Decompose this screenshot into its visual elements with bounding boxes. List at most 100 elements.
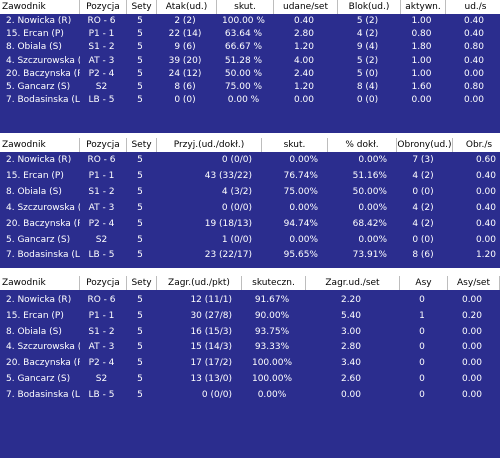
column-header[interactable]: udane/set <box>274 0 338 14</box>
table-row[interactable]: 8. Obiala (S) S1 - 2 5 16 (15/3) 93.75% 3.00 0… <box>0 326 500 339</box>
column-header[interactable]: ud./s <box>446 0 500 14</box>
column-header[interactable]: Zawodnik <box>2 0 80 14</box>
player-name: 20. Baczynska (P) <box>6 68 80 79</box>
stat-cell: 5 <box>137 95 143 106</box>
stat-cell: 100.00% <box>251 374 293 384</box>
column-header[interactable]: skut. <box>262 138 328 152</box>
stat-cell: 5.40 <box>340 310 362 321</box>
player-name: 2. Nowicka (R) <box>6 295 72 305</box>
column-header[interactable]: Pozycja <box>80 276 127 290</box>
table-row[interactable]: 8. Obiala (S) S1 - 2 5 9 (6) 66.67 % 1.20 9 (4… <box>0 41 500 54</box>
column-header[interactable]: % dokł. <box>328 138 397 152</box>
table-row[interactable]: 7. Bodasinska (L) LB - 5 5 0 (0/0) 0.00% 0.00… <box>0 389 500 402</box>
stat-cell: 5 <box>137 358 143 369</box>
stat-cell: 90.00% <box>254 310 290 321</box>
table-row[interactable]: 2. Nowicka (R) RO - 6 5 2 (2) 100.00 % 0.40 5 … <box>0 15 500 28</box>
stat-cell: 0 (0/0) <box>221 155 252 165</box>
stat-cell: S1 - 2 <box>88 326 115 337</box>
table-row[interactable]: 2. Nowicka (R) RO - 6 5 12 (11/1) 91.67% 2.20… <box>0 294 500 307</box>
stat-cell: 63.64 % <box>224 29 263 40</box>
column-header[interactable]: skut. <box>217 0 274 14</box>
column-header[interactable]: Blok(ud.) <box>338 0 401 14</box>
column-header[interactable]: Asy <box>400 276 448 290</box>
stat-cell: 0.00% <box>289 155 318 165</box>
stat-cell: 0.00% <box>358 234 387 245</box>
player-name: 8. Obiala (S) <box>6 186 62 197</box>
column-header[interactable]: Sety <box>127 0 157 14</box>
stat-cell: 0 (0) <box>174 95 196 106</box>
stat-cell: 0 (0/0) <box>201 389 232 400</box>
stat-cell: 0.00 % <box>227 95 260 106</box>
table-row[interactable]: 20. Baczynska (P) P2 - 4 5 19 (18/13) 94.74%… <box>0 218 500 231</box>
table-row[interactable]: 4. Szczurowska (A) AT - 3 5 39 (20) 51.28 % 4… <box>0 55 500 68</box>
table-header: Zawodnik Pozycja Sety Atak(ud.) skut. udane/s… <box>0 0 500 14</box>
stat-cell: 39 (20) <box>168 55 202 66</box>
stat-cell: 8 (4) <box>356 82 379 92</box>
column-header[interactable]: Sety <box>127 138 157 152</box>
stat-cell: 5 <box>137 16 143 26</box>
stat-cell: S2 <box>95 374 108 384</box>
table-row[interactable]: 2. Nowicka (R) RO - 6 5 0 (0/0) 0.00% 0.00% 7 … <box>0 154 500 167</box>
stat-cell: 0.80 <box>463 42 485 53</box>
stat-cell: 100.00 % <box>222 16 265 26</box>
table-row[interactable]: 5. Gancarz (S) S2 5 13 (13/0) 100.00% 2.60 0 0.… <box>0 373 500 386</box>
player-name: 5. Gancarz (S) <box>6 82 71 92</box>
table-row[interactable]: 20. Baczynska (P) P2 - 4 5 24 (12) 50.00 % 2.… <box>0 68 500 81</box>
stat-cell: 17 (17/2) <box>190 358 232 369</box>
stat-cell: 5 (0) <box>356 68 379 79</box>
stat-cell: 5 (2) <box>356 16 379 26</box>
stat-cell: 0.40 <box>463 29 485 40</box>
player-name: 15. Ercan (P) <box>6 310 64 321</box>
column-header[interactable]: Zawodnik <box>2 138 80 152</box>
column-header[interactable]: Atak(ud.) <box>157 0 217 14</box>
column-header[interactable]: aktywn. <box>401 0 446 14</box>
column-header[interactable]: Przyj.(ud./dokł.) <box>157 138 262 152</box>
stat-cell: S2 <box>95 82 108 92</box>
stat-cell: 8 (6) <box>412 250 434 261</box>
stat-cell: 93.33% <box>254 342 290 353</box>
stat-cell: 5 <box>137 202 143 213</box>
stat-cell: 0.40 <box>293 16 315 26</box>
stat-cell: 0.00 <box>461 358 483 369</box>
table-row[interactable]: 5. Gancarz (S) S2 5 8 (6) 75.00 % 1.20 8 (4) 1.… <box>0 81 500 94</box>
table-row[interactable]: 15. Ercan (P) P1 - 1 5 30 (27/8) 90.00% 5.40 1… <box>0 310 500 323</box>
player-name: 15. Ercan (P) <box>6 170 64 181</box>
stat-cell: 4 (2) <box>412 170 434 181</box>
stat-cell: 0 <box>419 326 425 337</box>
stat-cell: 5 <box>137 82 143 92</box>
stat-cell: LB - 5 <box>88 95 115 106</box>
stat-cell: 5 <box>137 218 143 229</box>
column-header[interactable]: Pozycja <box>80 0 127 14</box>
stat-cell: 2.40 <box>293 68 315 79</box>
stat-cell: 0.80 <box>411 29 432 40</box>
stat-cell: 8 (6) <box>174 82 196 92</box>
stat-cell: 2.60 <box>340 374 362 384</box>
column-header[interactable]: skuteczn. <box>242 276 306 290</box>
stat-cell: 0.60 <box>475 155 496 165</box>
stat-cell: 0.00 <box>475 186 496 197</box>
table-row[interactable]: 15. Ercan (P) P1 - 1 5 43 (33/22) 76.74% 51.1… <box>0 170 500 183</box>
stat-cell: 0 (0) <box>412 234 434 245</box>
column-header[interactable]: Sety <box>127 276 157 290</box>
stat-cell: 2.80 <box>293 29 315 40</box>
stat-cell: 22 (14) <box>168 29 202 40</box>
table-row[interactable]: 8. Obiala (S) S1 - 2 5 4 (3/2) 75.00% 50.00% 0… <box>0 186 500 199</box>
table-row[interactable]: 15. Ercan (P) P1 - 1 5 22 (14) 63.64 % 2.80 4 … <box>0 28 500 41</box>
column-header[interactable]: Zawodnik <box>2 276 80 290</box>
table-row[interactable]: 7. Bodasinska (L) LB - 5 5 0 (0) 0.00 % 0.00 0… <box>0 94 500 107</box>
stat-cell: 0 (0/0) <box>221 202 252 213</box>
table-row[interactable]: 4. Szczurowska (A) AT - 3 5 0 (0/0) 0.00% 0.0… <box>0 202 500 215</box>
stat-cell: 51.16% <box>352 170 387 181</box>
stat-cell: 12 (11/1) <box>190 295 232 305</box>
column-header[interactable]: Zagr.ud./set <box>306 276 400 290</box>
player-name: 20. Baczynska (P) <box>6 218 80 229</box>
column-header[interactable]: Zagr.(ud./pkt) <box>157 276 242 290</box>
table-row[interactable]: 4. Szczurowska (A) AT - 3 5 15 (14/3) 93.33%… <box>0 341 500 354</box>
table-row[interactable]: 5. Gancarz (S) S2 5 1 (0/0) 0.00% 0.00% 0 (0) 0… <box>0 234 500 247</box>
column-header[interactable]: Obrony(ud.) <box>397 138 453 152</box>
column-header[interactable]: Pozycja <box>80 138 127 152</box>
column-header[interactable]: Asy/set <box>448 276 500 290</box>
table-row[interactable]: 7. Bodasinska (L) LB - 5 5 23 (22/17) 95.65%… <box>0 249 500 262</box>
table-row[interactable]: 20. Baczynska (P) P2 - 4 5 17 (17/2) 100.00%… <box>0 357 500 370</box>
column-header[interactable]: Obr./s <box>453 138 500 152</box>
